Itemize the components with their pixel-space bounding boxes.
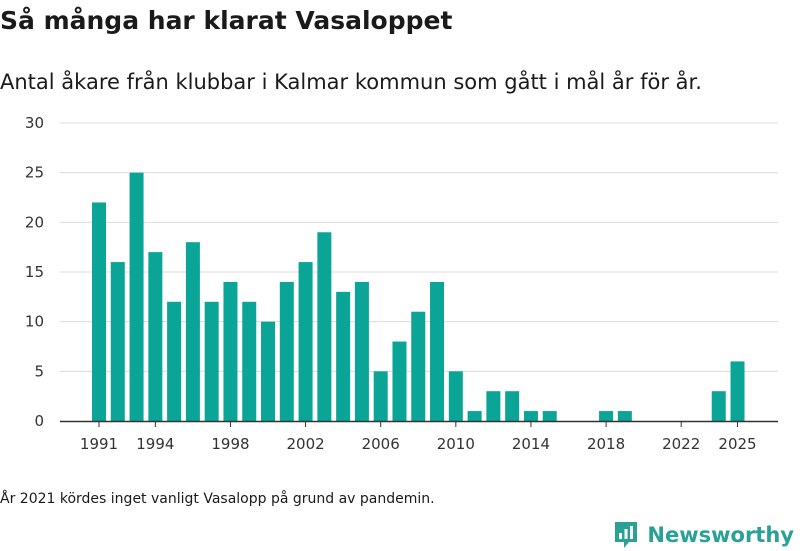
footnote: År 2021 kördes inget vanligt Vasalopp på…: [0, 491, 435, 507]
bar-1992[interactable]: [110, 262, 125, 421]
bar-2009[interactable]: [430, 281, 445, 421]
chart-subtitle: Antal åkare från klubbar i Kalmar kommun…: [0, 70, 702, 94]
bar-1993[interactable]: [129, 172, 144, 421]
bar-2007[interactable]: [392, 341, 407, 421]
bar-1997[interactable]: [204, 301, 219, 421]
brand-logo[interactable]: Newsworthy: [613, 519, 794, 551]
x-tick-label: 2022: [662, 435, 700, 453]
x-tick-label: 1994: [136, 435, 174, 453]
y-tick-label: 0: [34, 412, 44, 430]
bar-2018[interactable]: [599, 411, 614, 421]
bar-2014[interactable]: [523, 411, 538, 421]
bar-2001[interactable]: [279, 281, 294, 421]
bar-2019[interactable]: [617, 411, 632, 421]
bar-1998[interactable]: [223, 281, 238, 421]
bar-chart-logo-icon: [615, 522, 638, 548]
bar-1996[interactable]: [185, 242, 200, 421]
bar-2012[interactable]: [486, 391, 501, 421]
x-tick-label: 1998: [211, 435, 249, 453]
y-tick-label: 30: [25, 114, 44, 132]
x-tick-label: 2002: [286, 435, 324, 453]
y-tick-label: 25: [25, 164, 44, 182]
bar-2015[interactable]: [542, 411, 557, 421]
bar-2003[interactable]: [317, 232, 332, 421]
y-tick-label: 10: [25, 313, 44, 331]
bar-2025[interactable]: [730, 361, 745, 421]
y-tick-label: 20: [25, 213, 44, 231]
x-tick-label: 2018: [587, 435, 625, 453]
bar-2024[interactable]: [711, 391, 726, 421]
y-tick-label: 5: [34, 362, 44, 380]
bar-2005[interactable]: [354, 281, 369, 421]
x-tick-label: 2010: [437, 435, 475, 453]
bar-2004[interactable]: [336, 291, 351, 421]
bar-1991[interactable]: [92, 202, 106, 421]
brand-name: Newsworthy: [647, 523, 794, 547]
x-tick-label: 1991: [80, 435, 118, 453]
bar-1995[interactable]: [167, 301, 182, 421]
bar-2006[interactable]: [373, 371, 388, 421]
chart-title: Så många har klarat Vasaloppet: [0, 6, 453, 35]
bar-1994[interactable]: [148, 252, 163, 421]
bar-2008[interactable]: [411, 311, 426, 421]
y-tick-label: 15: [25, 263, 44, 281]
x-tick-label: 2006: [362, 435, 400, 453]
bar-2000[interactable]: [261, 321, 276, 421]
x-tick-label: 2025: [718, 435, 756, 453]
bar-2013[interactable]: [505, 391, 520, 421]
bar-1999[interactable]: [242, 301, 257, 421]
bar-2010[interactable]: [448, 371, 463, 421]
bar-2011[interactable]: [467, 411, 482, 421]
bar-2002[interactable]: [298, 262, 313, 421]
x-tick-label: 2014: [512, 435, 550, 453]
